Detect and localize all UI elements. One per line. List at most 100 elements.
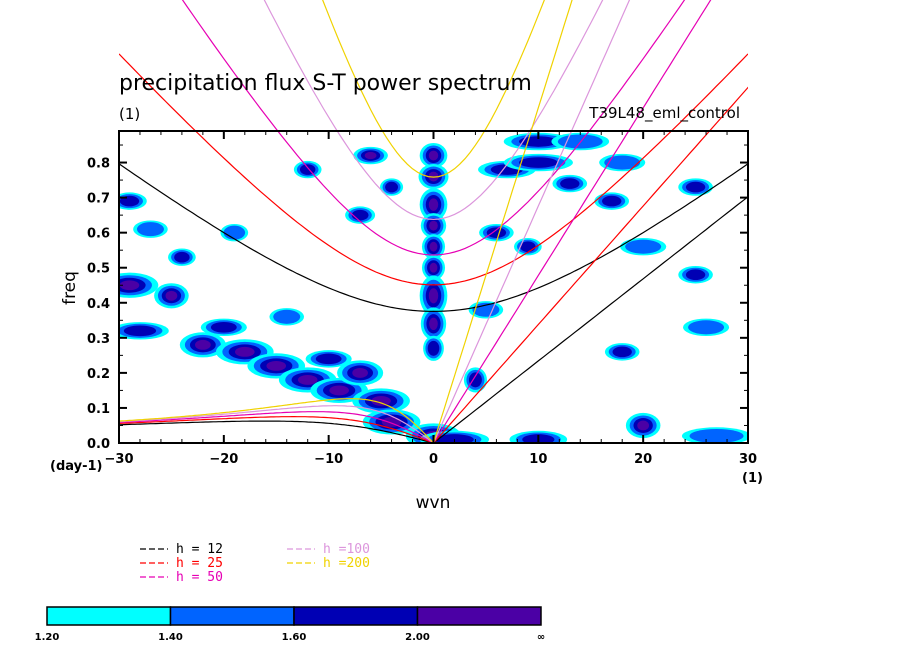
- contour-level-4: [195, 339, 211, 350]
- contour-level-4: [428, 150, 439, 161]
- contour-level-4: [637, 420, 650, 431]
- contour-level-4: [429, 317, 438, 331]
- contour-blob: [269, 308, 305, 326]
- contour-blob: [305, 350, 352, 368]
- colorbar: 1.20 1.40 1.60 2.00 ∞: [35, 606, 545, 643]
- contour-level-4: [429, 262, 438, 273]
- ig-curve-h200: [322, 0, 545, 178]
- contour-level-3: [685, 181, 706, 193]
- contour-blob: [154, 283, 189, 309]
- contour-blob: [678, 266, 713, 284]
- rossby-curve-h100: [119, 405, 434, 443]
- chart-title: precipitation flux S-T power spectrum: [119, 71, 532, 96]
- legend-label: h =100: [323, 542, 370, 557]
- x-tick-label: 10: [529, 452, 547, 467]
- contour-level-3: [486, 227, 507, 238]
- legend-label: h = 50: [176, 570, 223, 585]
- contour-level-3: [612, 346, 632, 358]
- contour-blob: [604, 343, 640, 361]
- contour-blob: [200, 318, 247, 337]
- contour-level-3: [385, 181, 399, 193]
- contour-level-3: [560, 178, 580, 189]
- legend-entry: h = 25: [140, 556, 223, 571]
- contour-level-4: [429, 241, 438, 252]
- contour-fill-layer: [120, 132, 747, 442]
- contour-blob: [168, 248, 196, 266]
- contour-level-2: [688, 320, 725, 335]
- ig-curve-h25: [119, 53, 748, 286]
- contour-level-4: [120, 280, 140, 291]
- y-axis-label: freq: [60, 271, 80, 305]
- y-tick-label: 0.4: [87, 297, 110, 312]
- contour-blob: [179, 332, 226, 358]
- contour-blob: [503, 153, 573, 172]
- ig-curve-h12: [119, 163, 748, 313]
- contour-level-2: [223, 225, 246, 240]
- contour-blob: [337, 360, 384, 386]
- y-tick-label: 0.2: [87, 367, 110, 382]
- colorbar-label: 2.00: [405, 632, 430, 643]
- contour-blob: [419, 142, 448, 169]
- colorbar-segment: [293, 606, 419, 626]
- contour-level-3: [315, 353, 342, 365]
- legend-entry: h = 50: [140, 570, 223, 585]
- contour-level-4: [297, 374, 318, 385]
- contour-blob: [421, 255, 446, 281]
- contour-blob: [421, 234, 446, 260]
- rossby-curve-h50: [119, 411, 434, 443]
- kelvin-curve-h100: [432, 0, 631, 443]
- contour-blob: [552, 174, 588, 193]
- contour-level-3: [174, 251, 190, 263]
- contour-blob: [293, 160, 322, 179]
- contour-blob: [362, 409, 421, 435]
- colorbar-label: 1.40: [158, 632, 183, 643]
- colorbar-segment: [46, 606, 172, 626]
- contour-level-2: [604, 155, 641, 170]
- contour-blob: [420, 307, 447, 341]
- contour-blob: [681, 427, 747, 442]
- axis-ticks: −30 −20 −10 0 10 20 30 0.0 0.1 0.2 0.3 0.4 0.5 0.6 0.7…: [87, 131, 757, 467]
- contour-level-3: [123, 325, 157, 337]
- y-tick-label: 0.7: [87, 192, 110, 207]
- subtitle-left: (1): [119, 105, 140, 123]
- kelvin-curve-h25: [433, 86, 748, 443]
- contour-level-4: [352, 367, 368, 378]
- contour-blob: [419, 275, 448, 317]
- dispersion-curves-layer: [119, 0, 748, 443]
- kelvin-curve-h200: [432, 0, 573, 443]
- contour-level-4: [428, 288, 439, 304]
- contour-level-3: [351, 209, 369, 221]
- y-tick-label: 0.6: [87, 227, 110, 242]
- colorbar-segment: [416, 606, 542, 626]
- legend-entry: h =100: [287, 542, 370, 557]
- contour-level-4: [364, 151, 377, 160]
- contour-blob: [423, 335, 444, 361]
- contour-level-4: [266, 360, 287, 371]
- contour-blob: [594, 192, 630, 210]
- contour-blob: [380, 178, 404, 196]
- rossby-curve-h200: [119, 398, 434, 443]
- legend-label: h =200: [323, 556, 370, 571]
- legend-label: h = 12: [176, 542, 223, 557]
- ig-curve-h100: [263, 0, 604, 221]
- subtitle-right: T39L48_eml_control: [588, 104, 740, 123]
- contour-level-4: [371, 395, 391, 406]
- x-tick-label: 20: [634, 452, 652, 467]
- contour-level-4: [329, 385, 349, 396]
- contour-blob: [133, 220, 168, 238]
- rossby-curve-h25: [119, 416, 434, 443]
- y-tick-label: 0.0: [87, 437, 110, 452]
- contour-level-3: [685, 269, 706, 281]
- contour-level-3: [518, 157, 558, 168]
- contour-level-4: [429, 220, 438, 231]
- contour-blob: [678, 178, 713, 196]
- contour-level-3: [435, 434, 474, 442]
- contour-level-4: [165, 290, 178, 301]
- legend-label: h = 25: [176, 556, 223, 571]
- x-tick-label: −20: [209, 452, 238, 467]
- ig-curve-h50: [181, 0, 686, 256]
- legend-entry: h = 12: [140, 542, 223, 557]
- contour-blob: [419, 188, 448, 222]
